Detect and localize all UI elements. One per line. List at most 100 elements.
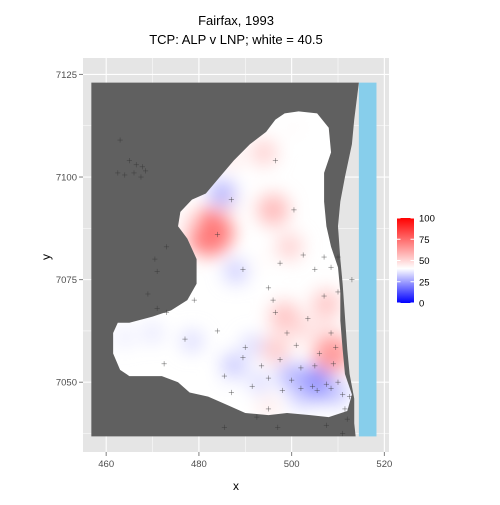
booth-marker xyxy=(305,316,311,322)
surface-hotspot xyxy=(241,334,264,357)
surface-hotspot xyxy=(208,179,236,208)
surface-hotspot xyxy=(289,384,313,409)
surface-hotspot xyxy=(252,252,271,270)
booth-marker xyxy=(154,268,160,275)
surface-hotspot xyxy=(257,193,289,226)
booth-marker xyxy=(133,162,139,168)
x-tick-label: 480 xyxy=(191,459,207,470)
booth-marker xyxy=(249,383,255,389)
booth-marker xyxy=(139,164,145,170)
booth-marker xyxy=(265,285,272,291)
booth-marker xyxy=(309,383,316,389)
booth-marker xyxy=(163,309,170,316)
booth-marker xyxy=(321,293,327,299)
booth-marker xyxy=(344,416,350,422)
y-axis: 7050 7075 7100 7125 xyxy=(56,70,83,389)
booth-marker xyxy=(240,355,246,361)
booth-marker xyxy=(228,196,234,203)
booth-marker xyxy=(265,375,272,381)
booth-marker xyxy=(335,254,341,260)
booth-marker xyxy=(335,379,341,385)
x-tick-label: 460 xyxy=(98,459,114,470)
booth-marker xyxy=(145,291,151,297)
colorbar-legend: 0 25 50 75 100 xyxy=(397,214,435,310)
booth-marker xyxy=(340,430,346,437)
x-axis-label: x xyxy=(233,479,239,493)
booth-marker xyxy=(330,361,336,367)
booth-marker xyxy=(117,137,123,143)
surface-hotspot xyxy=(278,362,306,390)
booth-marker xyxy=(346,393,353,400)
y-tick-label: 7075 xyxy=(56,275,77,286)
vote-surface xyxy=(83,58,389,452)
booth-marker xyxy=(122,172,128,178)
surface-hotspot xyxy=(181,330,203,353)
booth-marker xyxy=(291,207,297,213)
booth-marker xyxy=(275,424,281,430)
surface-hotspot xyxy=(311,289,341,319)
booth-marker xyxy=(340,391,346,398)
booth-marker xyxy=(279,387,285,394)
y-tick-label: 7125 xyxy=(56,70,77,81)
surface-hotspot xyxy=(261,335,290,364)
booth-marker xyxy=(228,389,234,396)
chart-title-group: Fairfax, 1993 TCP: ALP v LNP; white = 40… xyxy=(149,13,323,47)
x-axis: 460 480 500 520 xyxy=(98,452,392,470)
booth-marker xyxy=(254,414,260,420)
booth-marker xyxy=(182,336,188,342)
booth-marker xyxy=(126,158,132,164)
colorbar xyxy=(397,218,414,303)
booth-marker xyxy=(272,309,279,316)
booth-marker xyxy=(138,174,144,180)
y-tick-label: 7100 xyxy=(56,173,77,184)
booth-marker xyxy=(152,256,158,262)
booth-marker xyxy=(289,377,295,383)
chart-title: Fairfax, 1993 xyxy=(198,13,274,28)
surface-hotspot xyxy=(220,148,242,170)
booth-marker xyxy=(277,260,283,266)
booth-marker xyxy=(316,350,323,357)
surface-hotspot xyxy=(250,139,277,166)
booth-marker xyxy=(335,289,341,295)
booth-marker xyxy=(265,406,272,412)
booth-marker xyxy=(270,297,276,303)
booth-marker xyxy=(298,365,304,371)
surface-hotspot xyxy=(312,334,352,373)
colorbar-label: 50 xyxy=(419,256,430,267)
booth-marker xyxy=(323,422,330,428)
booth-marker xyxy=(221,373,228,379)
booth-marker xyxy=(342,406,348,412)
surface-hotspot xyxy=(313,313,336,336)
booth-marker xyxy=(312,363,318,369)
surface-hotspot xyxy=(221,353,246,379)
booth-marker xyxy=(214,231,221,238)
booth-marker xyxy=(321,254,327,260)
booth-marker xyxy=(293,342,299,348)
booth-marker xyxy=(328,330,334,336)
surface-blobs xyxy=(115,119,352,418)
booth-marker xyxy=(284,330,290,336)
surface-hotspot xyxy=(177,212,198,233)
booth-marker xyxy=(240,266,246,272)
chart-subtitle: TCP: ALP v LNP; white = 40.5 xyxy=(149,32,323,47)
booth-marker xyxy=(142,168,149,174)
booth-marker xyxy=(349,277,355,283)
booth-marker xyxy=(242,344,248,350)
polling-booths xyxy=(115,137,355,437)
surface-hotspot xyxy=(115,327,135,347)
surface-hotspot xyxy=(322,379,349,406)
booth-marker xyxy=(258,363,265,369)
booth-marker xyxy=(312,266,318,272)
booth-marker xyxy=(300,252,306,258)
booth-marker xyxy=(163,244,170,250)
surface-hotspot xyxy=(285,119,303,137)
surface-hotspot xyxy=(288,316,314,342)
booth-marker xyxy=(221,424,228,430)
surface-hotspot xyxy=(276,233,303,260)
booth-marker xyxy=(191,297,197,303)
booth-marker xyxy=(314,387,320,394)
surface-hotspot xyxy=(142,322,163,344)
booth-marker xyxy=(131,170,137,176)
